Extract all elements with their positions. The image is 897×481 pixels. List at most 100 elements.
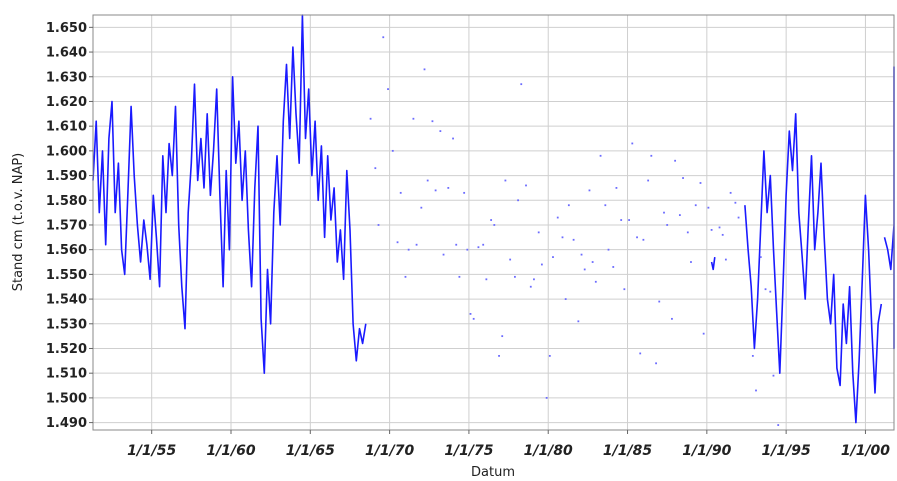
data-point [399,191,402,194]
data-point [663,211,665,214]
data-point [658,300,661,303]
data-point [514,275,516,278]
data-point [671,317,673,320]
y-tick-label: 1.520 [46,342,87,357]
data-point [623,288,626,291]
data-point [777,424,780,426]
data-point [686,231,689,234]
data-point [377,224,380,226]
data-point [509,258,512,261]
data-point [759,256,762,258]
y-axis-label: Stand cm (t.o.v. NAP) [11,153,26,292]
data-point [525,184,527,187]
y-tick-label: 1.500 [46,391,87,406]
data-point [472,317,475,320]
y-tick-label: 1.640 [46,46,87,61]
y-tick-label: 1.650 [46,21,87,36]
y-tick-label: 1.510 [46,367,87,382]
data-point [639,352,642,355]
data-point [463,191,466,194]
x-axis-ticks: 1/1/55 1/1/60 1/1/65 1/1/70 1/1/75 1/1/80 1/1/… [127,430,890,459]
data-point [591,261,594,263]
data-point [423,68,426,71]
data-point [520,83,523,86]
data-point [391,149,394,152]
y-tick-label: 1.540 [46,293,87,308]
data-point [369,117,372,120]
data-point [699,182,702,184]
data-point [431,120,434,123]
data-point [707,206,710,209]
data-point [580,253,583,256]
y-tick-label: 1.490 [46,416,87,431]
data-point [529,285,532,288]
series-line-segment [92,14,367,375]
data-point [533,278,535,281]
data-point [564,298,567,300]
data-point [682,177,684,179]
data-point [466,248,469,251]
series-line-segment [883,66,895,350]
data-point [718,226,721,229]
data-point [764,288,767,291]
data-point [620,219,623,221]
data-point [537,231,540,234]
plot-frame [92,14,895,431]
gridlines [93,15,894,430]
data-point [702,332,705,335]
data-point [452,137,454,140]
data-point [607,248,610,251]
y-tick-label: 1.630 [46,70,87,85]
data-point [674,159,677,162]
data-point [540,263,543,266]
data-point [690,261,692,263]
data-point [721,233,724,236]
y-tick-label: 1.610 [46,120,87,135]
y-tick-label: 1.620 [46,95,87,110]
data-point [501,335,504,338]
data-point [420,206,423,209]
data-point [434,189,437,192]
data-point [382,36,385,39]
y-tick-label: 1.530 [46,317,87,332]
data-point [769,290,772,293]
data-point [548,354,551,357]
data-point [498,354,500,357]
data-point [517,199,519,202]
data-point [737,216,740,219]
data-point [490,219,493,221]
data-point [755,389,757,392]
data-point [567,204,570,207]
data-point [455,243,458,246]
data-point [724,258,727,261]
x-tick-label: 1/1/95 [762,443,811,459]
data-point [552,256,554,258]
data-point [469,312,472,315]
data-point [650,154,653,157]
x-tick-label: 1/1/00 [841,443,890,459]
data-point [458,275,461,278]
y-axis-ticks: 1.490 1.500 1.510 1.520 1.530 1.540 1.550 1.560… [46,21,93,431]
data-point [426,179,429,182]
y-tick-label: 1.580 [46,194,87,209]
series-line-segment [710,256,716,271]
y-tick-label: 1.600 [46,144,87,159]
y-tick-label: 1.570 [46,218,87,233]
data-point [604,204,607,207]
y-tick-label: 1.560 [46,243,87,258]
data-point [678,214,681,216]
data-point [387,88,389,91]
data-point [583,268,586,271]
data-point [477,246,480,249]
x-tick-label: 1/1/75 [444,443,493,459]
y-tick-label: 1.590 [46,169,87,184]
x-tick-label: 1/1/55 [127,443,176,459]
x-tick-label: 1/1/70 [365,443,414,459]
data-point [594,280,597,283]
data-point [666,224,669,226]
data-point [404,275,407,278]
data-point [442,253,445,256]
data-point [556,216,559,219]
